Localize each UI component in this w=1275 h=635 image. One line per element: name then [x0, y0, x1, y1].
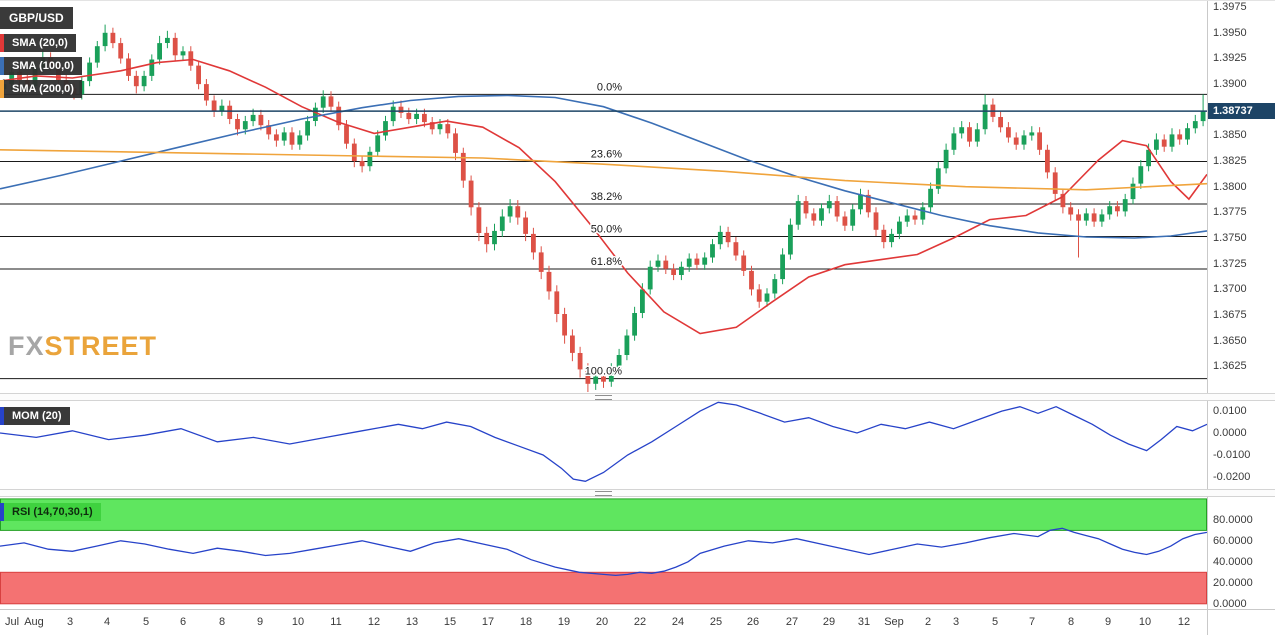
axis-tick: 20.0000: [1213, 576, 1253, 589]
time-axis-label: 6: [179, 616, 187, 628]
indicator-legend: GBP/USD SMA (20,0) SMA (100,0) SMA (200,…: [0, 7, 82, 98]
panel-divider-2: [0, 489, 1275, 497]
SMA (20,0): [0, 58, 1207, 335]
momentum-axis[interactable]: 0.0100 0.0000 -0.0100 -0.0200: [1207, 401, 1275, 489]
time-axis-label: 11: [330, 616, 342, 628]
resize-handle-2[interactable]: [595, 491, 612, 496]
axis-tick: 1.3825: [1213, 155, 1247, 168]
axis-tick: -0.0200: [1213, 470, 1251, 483]
candlestick-series: [1, 24, 1206, 392]
time-axis-label: 9: [1104, 616, 1112, 628]
rsi-legend: RSI (14,70,30,1): [0, 503, 101, 521]
time-axis-label: 31: [857, 616, 871, 628]
axis-tick: 1.3925: [1213, 52, 1247, 65]
svg-text:0.0%: 0.0%: [597, 81, 622, 93]
axis-tick: 1.3850: [1213, 129, 1247, 142]
time-axis-label: 5: [991, 616, 999, 628]
axis-tick: 80.0000: [1213, 513, 1253, 526]
axis-tick: 1.3650: [1213, 334, 1247, 347]
sma200-badge[interactable]: SMA (200,0): [0, 80, 82, 98]
axis-tick: 1.3725: [1213, 257, 1247, 270]
svg-text:23.6%: 23.6%: [591, 149, 622, 161]
axis-tick: 0.0100: [1213, 405, 1247, 418]
axis-tick: 1.3950: [1213, 26, 1247, 39]
rsi-zones: [0, 498, 1207, 605]
axis-tick: 1.3975: [1213, 1, 1247, 14]
price-axis[interactable]: 1.39751.39501.39251.39001.38751.38501.38…: [1207, 1, 1275, 393]
time-axis-label: 29: [822, 616, 836, 628]
time-axis-label: 5: [142, 616, 150, 628]
last-price-badge: 1.38737: [1208, 103, 1275, 120]
axis-tick: 1.3675: [1213, 309, 1247, 321]
time-axis-label: 13: [405, 616, 419, 628]
time-axis-label: 18: [519, 616, 533, 628]
momentum-chart-canvas[interactable]: [0, 401, 1207, 489]
time-axis-label: 19: [557, 616, 571, 628]
rsi-panel: RSI (14,70,30,1) 80.0000 60.0000 40.0000 20…: [0, 497, 1275, 610]
time-axis[interactable]: Jul Aug 3 4 5 6 8 9 10 11 12 13 15 17 18 19 20 22 24 25 26 27…: [0, 609, 1275, 635]
time-axis-label: 27: [785, 616, 799, 628]
axis-tick: 40.0000: [1213, 555, 1253, 568]
rsi-chart-canvas[interactable]: [0, 497, 1207, 609]
axis-tick: 1.3800: [1213, 180, 1247, 193]
axis-tick: 0.0000: [1213, 427, 1247, 440]
rsi-line: [0, 527, 1207, 577]
time-axis-label: 25: [709, 616, 723, 628]
SMA (100,0): [0, 94, 1207, 239]
panel-divider: [0, 393, 1275, 401]
time-axis-label: 12: [367, 616, 381, 628]
svg-text:38.2%: 38.2%: [591, 191, 622, 203]
time-axis-label: 17: [481, 616, 495, 628]
time-axis-label: 9: [256, 616, 264, 628]
rsi-axis[interactable]: 80.0000 60.0000 40.0000 20.0000 0.0000: [1207, 497, 1275, 610]
time-axis-label: 2: [924, 616, 932, 628]
time-axis-label: 10: [291, 616, 305, 628]
time-axis-label: 8: [1067, 616, 1075, 628]
SMA (200,0): [0, 149, 1207, 191]
svg-text:50.0%: 50.0%: [591, 224, 622, 236]
time-axis-label: Jul: [4, 616, 20, 628]
time-axis-label: 24: [671, 616, 685, 628]
time-axis-label: 15: [443, 616, 457, 628]
time-axis-label: 8: [218, 616, 226, 628]
time-axis-label: 26: [746, 616, 760, 628]
axis-tick: -0.0100: [1213, 448, 1251, 461]
time-axis-label: 4: [103, 616, 111, 628]
main-chart-panel: 0.0% 23.6% 38.2% 50.0% 61.8% 100.0% GBP/USD S…: [0, 1, 1275, 393]
time-axis-label: 22: [633, 616, 647, 628]
rsi-badge[interactable]: RSI (14,70,30,1): [0, 503, 101, 521]
time-axis-label: 3: [66, 616, 74, 628]
axis-tick: 1.3775: [1213, 206, 1247, 219]
axis-tick: 1.3625: [1213, 360, 1247, 373]
momentum-line: [0, 401, 1207, 482]
axis-tick: 0.0000: [1213, 597, 1247, 610]
sma-overlay-lines: [0, 58, 1207, 335]
axis-tick: 1.3750: [1213, 232, 1247, 245]
time-axis-label: 12: [1177, 616, 1191, 628]
sma100-badge[interactable]: SMA (100,0): [0, 57, 82, 75]
fib-level-labels: 0.0% 23.6% 38.2% 50.0% 61.8% 100.0%: [583, 80, 624, 379]
axis-corner: [1207, 610, 1275, 635]
symbol-badge[interactable]: GBP/USD: [0, 7, 73, 29]
axis-tick: 60.0000: [1213, 534, 1253, 547]
price-chart-canvas[interactable]: 0.0% 23.6% 38.2% 50.0% 61.8% 100.0%: [0, 1, 1207, 393]
svg-text:100.0%: 100.0%: [585, 366, 623, 378]
time-axis-label: Sep: [884, 616, 904, 628]
time-axis-label: 20: [595, 616, 609, 628]
mom-badge[interactable]: MOM (20): [0, 407, 70, 425]
time-axis-label: 7: [1028, 616, 1036, 628]
resize-handle[interactable]: [595, 395, 612, 400]
time-axis-label: 3: [952, 616, 960, 628]
sma20-badge[interactable]: SMA (20,0): [0, 34, 76, 52]
axis-tick: 1.3900: [1213, 78, 1247, 91]
time-axis-label: Aug: [24, 616, 44, 628]
momentum-legend: MOM (20): [0, 407, 70, 425]
svg-text:61.8%: 61.8%: [591, 256, 622, 268]
momentum-panel: MOM (20) 0.0100 0.0000 -0.0100 -0.0200: [0, 401, 1275, 489]
time-axis-label: 10: [1138, 616, 1152, 628]
axis-tick: 1.3700: [1213, 283, 1247, 296]
